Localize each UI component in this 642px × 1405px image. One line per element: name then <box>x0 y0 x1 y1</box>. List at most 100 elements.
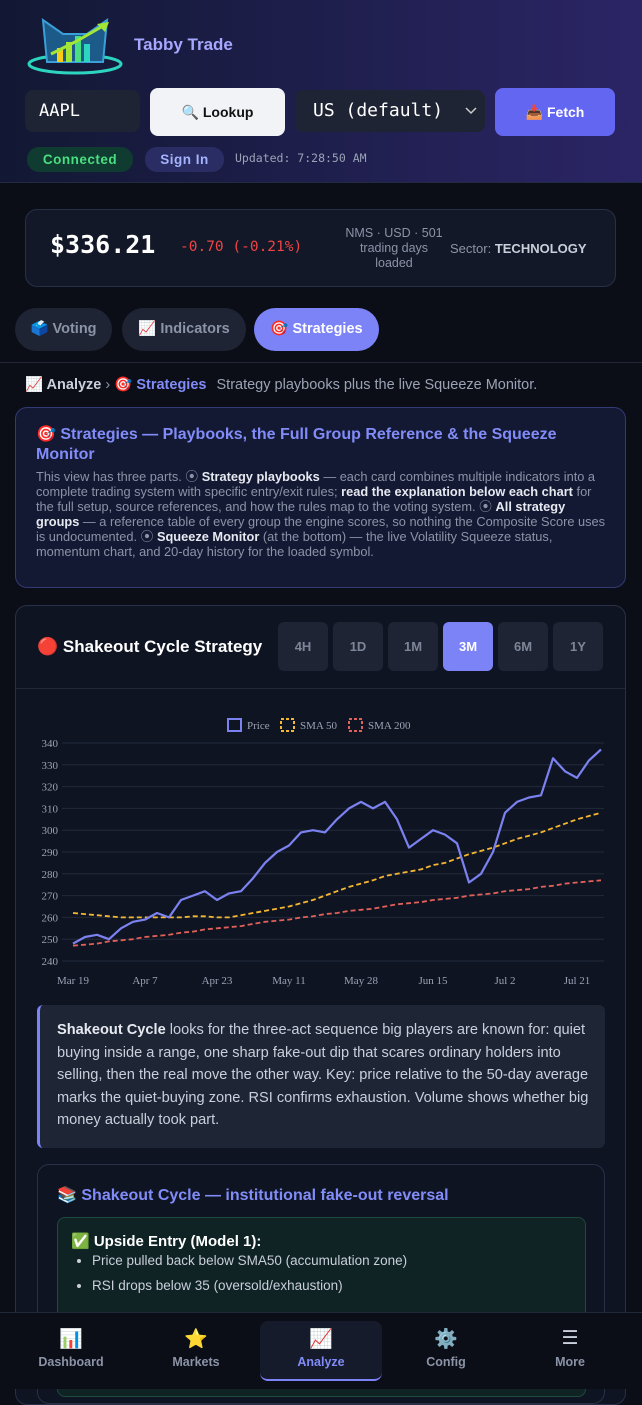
range-button[interactable]: 3M <box>443 622 493 671</box>
tab[interactable]: 📈 Indicators <box>122 308 246 351</box>
info-body: This view has three parts. ⦿ Strategy pl… <box>36 469 608 559</box>
x-tick-label: Mar 19 <box>57 975 90 987</box>
bold-text: read the explanation below each chart <box>341 484 573 499</box>
bold-text: All strategy groups <box>36 499 566 529</box>
nav-item[interactable]: 📈 Analyze <box>260 1321 382 1381</box>
nav-icon: 📊 <box>59 1329 83 1350</box>
range-button[interactable]: 6M <box>498 622 548 671</box>
y-tick-label: 260 <box>42 912 59 924</box>
series-line <box>72 879 602 947</box>
nav-label: Dashboard <box>38 1355 104 1369</box>
bottom-nav: 📊 Dashboard ⭐ Markets 📈 Analyze ⚙️ Config ☰ More <box>0 1312 642 1389</box>
bold-text: Shakeout Cycle <box>57 1022 166 1038</box>
x-tick-label: May 28 <box>344 975 378 987</box>
range-button[interactable]: 1Y <box>553 622 603 671</box>
nav-icon: ☰ <box>561 1328 579 1349</box>
tab[interactable]: 🗳️ Voting <box>15 308 112 351</box>
y-tick-label: 320 <box>42 782 59 794</box>
legend-swatch <box>227 718 242 732</box>
nav-label: Analyze <box>297 1355 345 1369</box>
lookup-button[interactable]: 🔍 Lookup <box>150 88 285 136</box>
nav-icon: ⭐ <box>184 1329 208 1350</box>
tab[interactable]: 🎯 Strategies <box>254 308 379 351</box>
sector: Sector: TECHNOLOGY <box>450 241 587 256</box>
info-box: 🎯 Strategies — Playbooks, the Full Group… <box>15 407 626 588</box>
x-tick-label: May 11 <box>272 975 306 987</box>
range-button[interactable]: 4H <box>278 622 328 671</box>
x-tick-label: Apr 7 <box>132 975 158 987</box>
chevron <box>465 107 477 115</box>
entry-rule: Price pulled back below SMA50 (accumulat… <box>92 1248 407 1273</box>
y-tick-label: 250 <box>42 934 59 946</box>
text: looks for the three-act sequence big pla… <box>57 1022 589 1128</box>
nav-item[interactable]: ⚙️ Config <box>385 1321 507 1381</box>
text: — a reference table of every group the e… <box>36 514 606 544</box>
nav-label: More <box>555 1355 585 1369</box>
market-select[interactable]: US (default) <box>295 90 485 132</box>
nav-item[interactable]: ☰ More <box>509 1321 631 1381</box>
nav-item[interactable]: 📊 Dashboard <box>10 1321 132 1381</box>
price-change: -0.70 (-0.21%) <box>180 239 303 255</box>
x-tick-label: Jul 2 <box>494 975 515 987</box>
breadcrumb: 📈 Analyze › 🎯 Strategies Strategy playbo… <box>25 376 537 393</box>
crumb-description: Strategy playbooks plus the live Squeeze… <box>216 377 538 393</box>
updated-time: Updated: 7:28:50 AM <box>235 151 367 165</box>
strategy-title: 🔴 Shakeout Cycle Strategy <box>37 637 263 656</box>
y-tick-label: 330 <box>42 760 59 772</box>
entry-rules: Price pulled back below SMA50 (accumulat… <box>58 1248 407 1298</box>
price: $336.21 <box>50 230 156 259</box>
quote-card: $336.21 -0.70 (-0.21%) NMS · USD · 501 t… <box>25 209 616 287</box>
y-tick-label: 310 <box>42 803 59 815</box>
range-button[interactable]: 1D <box>333 622 383 671</box>
legend-label: Price <box>247 720 270 732</box>
nav-item[interactable]: ⭐ Markets <box>135 1321 257 1381</box>
y-tick-label: 270 <box>42 891 59 903</box>
market-select-text: US (default) <box>313 100 444 121</box>
text: (at the bottom) — the live Volatility Sq… <box>36 529 553 559</box>
explanation-box: Shakeout Cycle looks for the three-act s… <box>37 1005 605 1148</box>
legend-swatch <box>280 718 295 732</box>
nav-label: Markets <box>172 1355 220 1369</box>
entry-title: ✅ Upside Entry (Model 1): <box>71 1233 262 1250</box>
legend-swatch <box>348 718 363 732</box>
range-button[interactable]: 1M <box>388 622 438 671</box>
app-name: Tabby Trade <box>134 35 233 54</box>
y-tick-label: 290 <box>42 847 59 859</box>
bold-text: Squeeze Monitor <box>156 529 260 544</box>
text: — each card combines multiple indicators… <box>36 469 596 499</box>
info-title: 🎯 Strategies — Playbooks, the Full Group… <box>36 426 557 463</box>
fetch-button[interactable]: 📥 Fetch <box>495 88 615 136</box>
crumb-root[interactable]: 📈 Analyze <box>25 377 102 393</box>
playbook-title: 📚 Shakeout Cycle — institutional fake-ou… <box>57 1187 449 1204</box>
bold-text: Strategy playbooks <box>201 469 320 484</box>
crumb-separator: › <box>105 377 111 393</box>
quote-meta: NMS · USD · 501 trading days loaded <box>345 226 443 270</box>
divider <box>0 362 642 363</box>
text: This view has three parts. ⦿ <box>36 469 202 484</box>
nav-label: Config <box>426 1355 466 1369</box>
text: for the full setup, source references, a… <box>36 484 592 514</box>
sector-value: TECHNOLOGY <box>494 241 587 256</box>
sector-label: Sector: <box>450 241 492 256</box>
nav-icon: ⚙️ <box>434 1329 458 1350</box>
crumb-current: 🎯 Strategies <box>114 377 207 393</box>
y-tick-label: 240 <box>42 956 59 968</box>
x-tick-label: Jun 15 <box>418 975 448 987</box>
status-pill: Connected <box>27 147 133 172</box>
symbol-input[interactable]: AAPL <box>25 90 140 132</box>
y-tick-label: 340 <box>42 738 59 750</box>
entry-rule: RSI drops below 35 (oversold/exhaustion) <box>92 1273 407 1298</box>
card-divider <box>16 688 625 689</box>
sign-in[interactable]: Sign In <box>145 147 224 172</box>
nav-icon: 📈 <box>309 1329 333 1350</box>
header: Tabby Trade AAPL 🔍 Lookup US (default) 📥… <box>0 0 642 183</box>
series-line <box>72 748 602 945</box>
legend-label: SMA 50 <box>300 720 337 732</box>
y-tick-label: 280 <box>42 869 59 881</box>
series-line <box>72 811 602 919</box>
x-tick-label: Jul 21 <box>564 975 591 987</box>
chart: 240 250 260 270 280 290 300 310 320 330 340 Mar 19 A… <box>42 718 604 987</box>
explanation-text: Shakeout Cycle looks for the three-act s… <box>57 1019 595 1132</box>
y-tick-label: 300 <box>42 825 59 837</box>
